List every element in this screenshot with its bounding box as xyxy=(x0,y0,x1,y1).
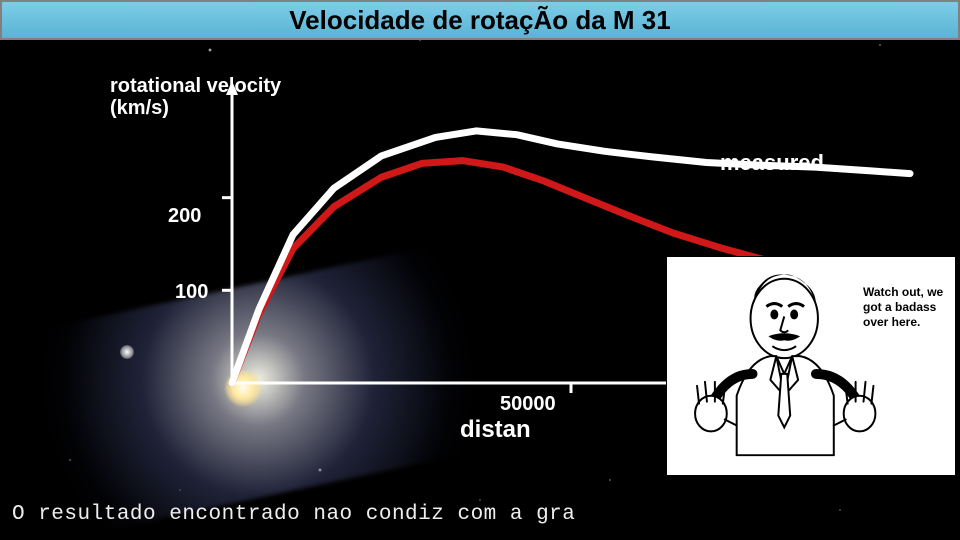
y-tick-200: 200 xyxy=(168,205,201,228)
x-axis-title: distan xyxy=(460,417,531,443)
y-axis-title: rotational velocity (km/s) xyxy=(110,75,281,119)
title-bar: Velocidade de rotaçÃo da M 31 xyxy=(0,0,960,40)
x-tick-50000: 50000 xyxy=(500,393,556,416)
y-tick-100: 100 xyxy=(175,281,208,304)
meme-panel: Watch out, we got a badass over here. xyxy=(666,256,956,476)
meme-caption: Watch out, we got a badass over here. xyxy=(863,285,945,330)
footer-text: O resultado encontrado nao condiz com a … xyxy=(12,503,575,526)
series-label-measured: measured xyxy=(720,150,824,176)
page-title: Velocidade de rotaçÃo da M 31 xyxy=(289,5,670,36)
